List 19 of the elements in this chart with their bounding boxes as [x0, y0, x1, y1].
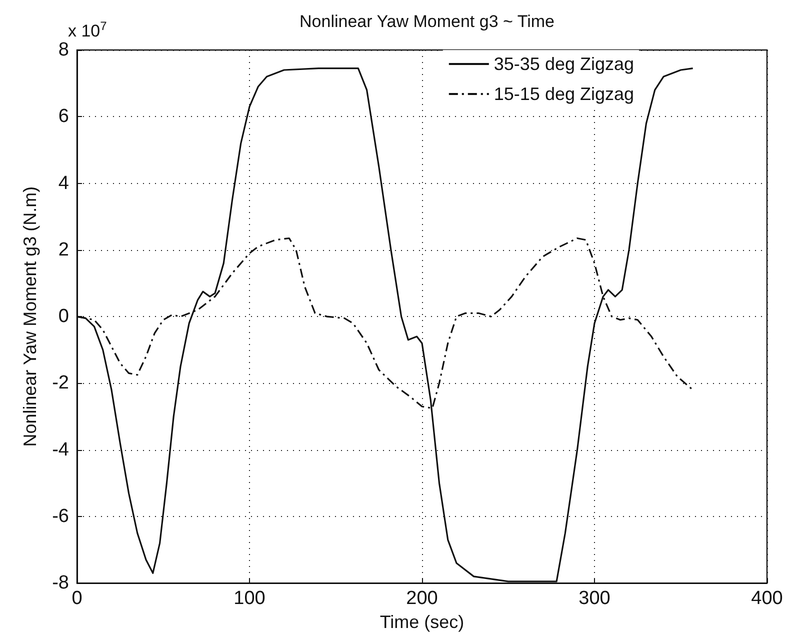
x-tick-label: 200 [406, 588, 438, 610]
x-tick-label: 100 [234, 588, 266, 610]
legend-label: 15-15 deg Zigzag [494, 84, 634, 104]
x-tick-label: 300 [578, 588, 610, 610]
y-tick-label: 4 [58, 172, 70, 194]
chart-title: Nonlinear Yaw Moment g3 ~ Time [300, 12, 554, 31]
legend-label: 35-35 deg Zigzag [494, 54, 634, 74]
y-axis-title: Nonlinear Yaw Moment g3 (N.m) [20, 186, 40, 447]
y-tick-label: -4 [52, 439, 70, 460]
y-tick-label: 6 [58, 106, 69, 128]
x-tick-label: 400 [751, 588, 783, 610]
y-tick-label: -8 [52, 572, 69, 594]
y-tick-label: -2 [52, 372, 69, 394]
y-tick-label: 2 [58, 239, 69, 260]
y-tick-label: 8 [58, 40, 69, 60]
x-tick-label: 0 [72, 588, 82, 610]
y-tick-label: -6 [52, 506, 69, 527]
x-axis-title: Time (sec) [380, 612, 464, 632]
y-tick-label: 0 [58, 306, 69, 328]
